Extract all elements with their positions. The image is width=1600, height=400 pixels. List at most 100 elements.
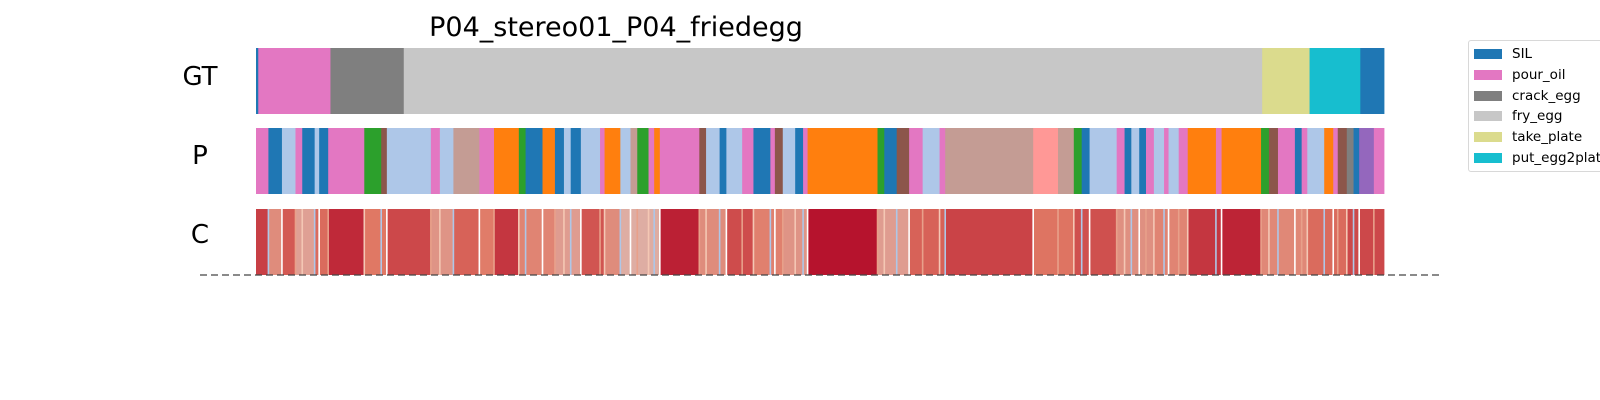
confidence-boundary-mark xyxy=(1123,209,1126,275)
confidence-boundary-mark xyxy=(705,209,707,275)
legend-swatch xyxy=(1474,70,1502,81)
confidence-boundary-mark xyxy=(430,209,432,275)
confidence-boundary-mark xyxy=(1306,209,1309,275)
confidence-boundary-mark xyxy=(794,209,796,275)
prediction-segment xyxy=(281,128,296,194)
prediction-segment xyxy=(1081,128,1090,194)
confidence-boundary-mark xyxy=(781,209,784,275)
confidence-boundary-mark xyxy=(318,209,320,275)
confidence-segment xyxy=(479,209,495,275)
prediction-segment xyxy=(314,128,320,194)
confidence-boundary-mark xyxy=(518,209,520,275)
prediction-segment xyxy=(542,128,556,194)
confidence-boundary-mark xyxy=(294,209,297,275)
gt-segment xyxy=(1360,48,1385,114)
confidence-boundary-mark xyxy=(944,209,947,275)
confidence-boundary-mark xyxy=(802,209,804,275)
prediction-segment xyxy=(774,128,784,194)
prediction-segment xyxy=(637,128,649,194)
prediction-segment xyxy=(1187,128,1217,194)
gt-row xyxy=(256,48,1385,114)
confidence-segment xyxy=(945,209,1034,275)
prediction-segment xyxy=(726,128,743,194)
prediction-segment xyxy=(554,128,565,194)
prediction-segment xyxy=(896,128,910,194)
chart-title: P04_stereo01_P04_friedegg xyxy=(429,12,803,43)
confidence-segment xyxy=(430,209,454,275)
confidence-segment xyxy=(877,209,910,275)
legend-swatch xyxy=(1474,152,1502,163)
confidence-boundary-mark xyxy=(619,209,622,275)
confidence-boundary-mark xyxy=(1080,209,1083,275)
confidence-boundary-mark xyxy=(1088,209,1091,275)
prediction-segment xyxy=(1089,128,1118,194)
legend-label: SIL xyxy=(1512,46,1533,63)
confidence-boundary-mark xyxy=(1220,209,1223,275)
confidence-boundary-mark xyxy=(569,209,572,275)
confidence-boundary-mark xyxy=(1336,209,1339,275)
confidence-segment xyxy=(518,209,556,275)
prediction-segment xyxy=(1215,128,1222,194)
legend-swatch xyxy=(1474,90,1502,101)
gt-segment xyxy=(1309,48,1361,114)
confidence-boundary-mark xyxy=(1073,209,1075,275)
confidence-boundary-mark xyxy=(1115,209,1118,275)
confidence-segment xyxy=(364,209,388,275)
prediction-segment xyxy=(1307,128,1325,194)
confidence-boundary-mark xyxy=(1145,209,1147,275)
confidence-boundary-mark xyxy=(1153,209,1155,275)
prediction-segment xyxy=(1353,128,1360,194)
confidence-boundary-mark xyxy=(1138,209,1141,275)
prediction-segment xyxy=(1168,128,1180,194)
prediction-row xyxy=(256,128,1385,194)
confidence-boundary-mark xyxy=(1358,209,1360,275)
prediction-segment xyxy=(1359,128,1375,194)
confidence-boundary-mark xyxy=(659,209,661,275)
confidence-segment xyxy=(1307,209,1348,275)
prediction-segment xyxy=(1268,128,1279,194)
legend-item: put_egg2plate xyxy=(1469,147,1600,168)
prediction-segment xyxy=(1153,128,1165,194)
confidence-boundary-mark xyxy=(741,209,743,275)
prediction-segment xyxy=(1033,128,1059,194)
legend-swatch xyxy=(1474,49,1502,60)
prediction-segment xyxy=(648,128,655,194)
confidence-segment xyxy=(268,209,283,275)
confidence-boundary-mark xyxy=(698,209,701,275)
confidence-boundary-mark xyxy=(938,209,941,275)
confidence-segment xyxy=(1187,209,1222,275)
prediction-segment xyxy=(518,128,526,194)
prediction-segment xyxy=(302,128,316,194)
confidence-segment xyxy=(281,209,296,275)
gt-segment xyxy=(403,48,1263,114)
confidence-segment xyxy=(328,209,365,275)
confidence-boundary-mark xyxy=(1032,209,1034,275)
prediction-segment xyxy=(909,128,924,194)
confidence-segment xyxy=(1221,209,1262,275)
confidence-segment xyxy=(314,209,329,275)
confidence-segment xyxy=(295,209,316,275)
row-label-p: P xyxy=(192,141,208,171)
prediction-segment xyxy=(364,128,382,194)
confidence-boundary-mark xyxy=(524,209,527,275)
prediction-segment xyxy=(1116,128,1125,194)
prediction-segment xyxy=(430,128,441,194)
confidence-boundary-mark xyxy=(1130,209,1133,275)
confidence-segment xyxy=(1073,209,1118,275)
legend: SIL pour_oil crack_egg fry_egg take_plat… xyxy=(1468,40,1600,172)
row-label-gt: GT xyxy=(182,62,218,92)
legend-label: fry_egg xyxy=(1512,108,1563,125)
prediction-segment xyxy=(1221,128,1262,194)
prediction-segment xyxy=(753,128,771,194)
confidence-row xyxy=(256,209,1385,275)
confidence-boundary-mark xyxy=(580,209,582,275)
confidence-boundary-mark xyxy=(603,209,606,275)
confidence-segment xyxy=(604,209,621,275)
legend-item: fry_egg xyxy=(1469,106,1600,127)
confidence-boundary-mark xyxy=(725,209,728,275)
prediction-segment xyxy=(1337,128,1348,194)
legend-label: put_egg2plate xyxy=(1512,149,1600,166)
confidence-segment xyxy=(386,209,432,275)
prediction-segment xyxy=(1073,128,1083,194)
confidence-boundary-mark xyxy=(386,209,388,275)
